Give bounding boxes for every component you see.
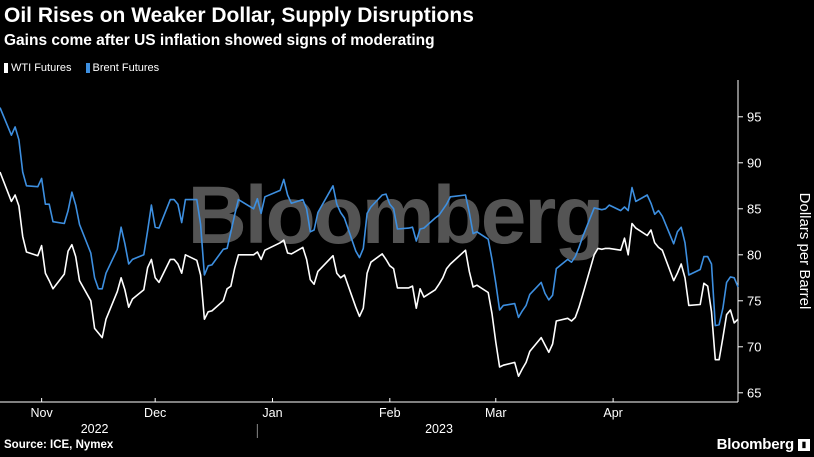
- legend-label-wti: WTI Futures: [11, 62, 72, 74]
- chart-subtitle: Gains come after US inflation showed sig…: [4, 32, 435, 49]
- chart-title: Oil Rises on Weaker Dollar, Supply Disru…: [4, 4, 474, 27]
- legend-item-wti: WTI Futures: [4, 62, 72, 74]
- x-tick-label: Feb: [379, 406, 401, 420]
- y-tick-label: 65: [747, 385, 761, 400]
- y-axis-label: Dollars per Barrel: [796, 193, 813, 310]
- y-tick-label: 70: [747, 339, 761, 354]
- y-tick-label: 75: [747, 293, 761, 308]
- x-tick-label: Apr: [603, 406, 622, 420]
- legend-swatch-wti: [4, 63, 8, 73]
- y-tick-label: 85: [747, 201, 761, 216]
- x-tick-label: Jan: [262, 406, 282, 420]
- chart-icon: ▮: [798, 439, 810, 451]
- legend-item-brent: Brent Futures: [85, 62, 160, 74]
- year-label: 2023: [425, 422, 453, 436]
- legend-swatch-brent: [85, 63, 90, 73]
- watermark-text: Bloomberg: [188, 170, 603, 261]
- y-axis: 65 70 75 80 85 90 95: [737, 80, 761, 402]
- y-tick-label: 90: [747, 155, 761, 170]
- legend: WTI Futures Brent Futures: [4, 62, 159, 74]
- series-line-brent: [0, 107, 739, 327]
- series-line-wti: [0, 171, 739, 377]
- year-label: 2022: [81, 422, 109, 436]
- x-tick-label: Mar: [485, 406, 507, 420]
- source-note: Source: ICE, Nymex: [4, 439, 114, 451]
- x-axis: Nov Dec Jan Feb Mar Apr 2022 2023: [0, 398, 738, 438]
- x-tick-label: Nov: [31, 406, 54, 420]
- y-tick-label: 95: [747, 109, 761, 124]
- series-lines: [0, 107, 739, 377]
- x-tick-label: Dec: [144, 406, 166, 420]
- legend-label-brent: Brent Futures: [92, 62, 160, 74]
- bloomberg-logo: Bloomberg: [716, 436, 795, 453]
- y-tick-label: 80: [747, 247, 761, 262]
